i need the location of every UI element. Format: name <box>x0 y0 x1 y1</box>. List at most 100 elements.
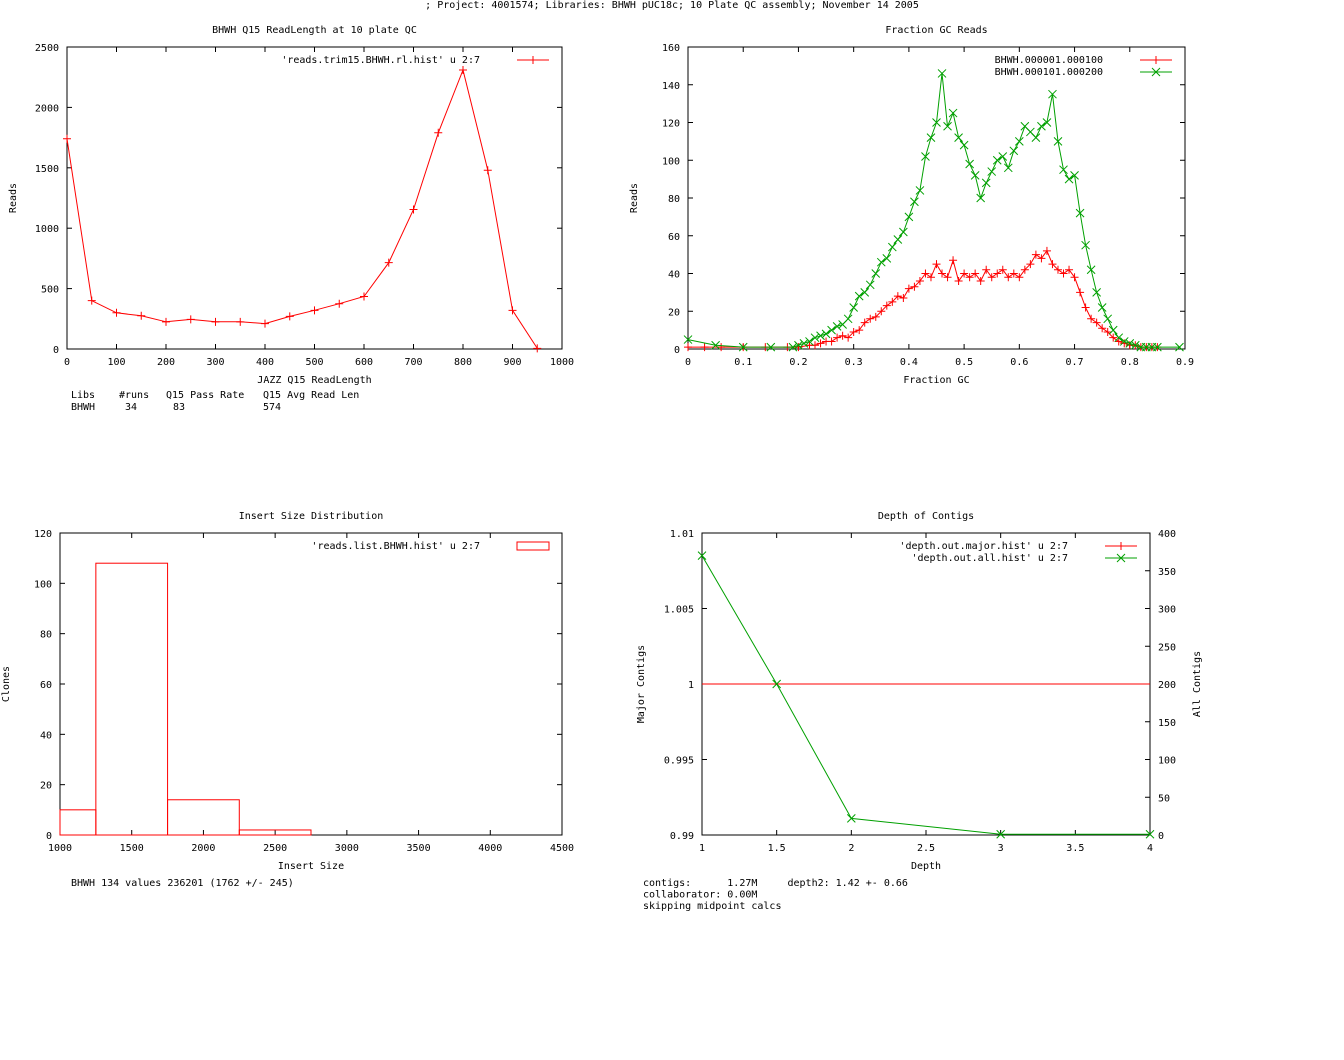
data-point <box>855 326 864 335</box>
data-point <box>1109 333 1118 342</box>
data-point <box>996 829 1006 839</box>
y2-tick-label: 200 <box>1158 680 1176 691</box>
data-point <box>827 337 836 346</box>
y-tick-label: 60 <box>668 232 680 243</box>
histogram-bar <box>167 799 240 836</box>
data-point <box>846 814 856 823</box>
data-point <box>904 284 913 293</box>
data-point <box>1015 273 1024 282</box>
data-point <box>882 254 892 263</box>
y-tick-label: 2000 <box>35 103 59 114</box>
data-point <box>849 303 859 312</box>
y-tick-label: 20 <box>40 781 52 792</box>
data-point <box>893 235 903 244</box>
y2-tick-label: 350 <box>1158 567 1176 578</box>
x-tick-label: 1.5 <box>768 843 786 854</box>
series-line <box>688 249 1158 348</box>
x-tick-label: 2500 <box>263 843 287 854</box>
legend-marker <box>1152 56 1160 64</box>
chart-1: BHWH Q15 ReadLength at 10 plate QC 0 100 20… <box>8 25 574 413</box>
data-point <box>915 277 924 286</box>
data-point <box>827 325 836 335</box>
y-axis-label: Reads <box>629 183 640 213</box>
legend-label: 'reads.list.BHWH.hist' u 2:7 <box>311 541 480 552</box>
legend-marker <box>529 56 537 64</box>
x-tick-label: 300 <box>206 357 224 368</box>
stats-annotation: BHWH 134 values 236201 (1762 +/- 245) <box>71 878 294 889</box>
data-point <box>738 342 748 352</box>
x-tick-label: 0.4 <box>900 357 918 368</box>
x-tick-label: 2.5 <box>917 843 935 854</box>
legend-label: 'depth.out.all.hist' u 2:7 <box>911 553 1068 564</box>
data-point <box>1153 342 1162 352</box>
y2-tick-label: 400 <box>1158 529 1176 540</box>
x-tick-label: 0.2 <box>789 357 807 368</box>
data-point <box>1004 273 1013 282</box>
x-tick-label: 900 <box>503 357 521 368</box>
chart-title: Insert Size Distribution <box>239 511 384 522</box>
y-tick-label: 100 <box>34 579 52 590</box>
x-tick-label: 0.3 <box>845 357 863 368</box>
data-point <box>1042 118 1052 127</box>
x-tick-label: 0.5 <box>955 357 973 368</box>
data-point <box>1076 288 1085 297</box>
data-point <box>508 306 517 315</box>
chart-title: BHWH Q15 ReadLength at 10 plate QC <box>212 25 417 36</box>
data-point <box>899 227 908 237</box>
data-point <box>211 317 220 326</box>
data-point <box>186 315 195 324</box>
legend-marker <box>1151 67 1161 77</box>
data-point <box>717 343 726 352</box>
y-tick-label: 0 <box>53 345 59 356</box>
data-point <box>871 269 881 278</box>
y-tick-label: 0 <box>46 831 52 842</box>
data-point <box>938 269 947 278</box>
data-point <box>971 269 980 278</box>
data-point <box>965 273 974 282</box>
data-point <box>970 170 980 180</box>
data-point <box>1037 254 1046 263</box>
data-point <box>865 280 875 290</box>
x-tick-label: 0 <box>685 357 691 368</box>
plot-frame <box>687 46 1186 350</box>
data-point <box>1098 324 1107 333</box>
data-point <box>700 343 709 352</box>
chart-title: Fraction GC Reads <box>885 25 987 36</box>
legend-label: BHWH.000101.000200 <box>995 67 1103 78</box>
x-tick-label: 3 <box>998 843 1004 854</box>
data-point <box>1092 288 1101 297</box>
stats-line: skipping midpoint calcs <box>643 901 781 912</box>
data-point <box>137 311 146 320</box>
data-point <box>805 337 814 346</box>
data-point <box>1086 265 1096 275</box>
data-point <box>926 273 935 282</box>
data-point <box>976 277 985 286</box>
data-point <box>937 69 947 78</box>
x-tick-label: 2 <box>848 843 854 854</box>
x-tick-label: 4500 <box>550 843 574 854</box>
data-point <box>1130 340 1140 350</box>
data-point <box>965 159 974 169</box>
y-tick-label: 500 <box>41 285 59 296</box>
data-point <box>1048 89 1057 99</box>
data-point <box>943 121 952 131</box>
chart-2: Fraction GC Reads 0 0.1 0.2 0.3 0.4 0.5 0.6 0.7 0… <box>629 25 1194 386</box>
data-point <box>1097 303 1107 312</box>
x-tick-label: 0.7 <box>1066 357 1084 368</box>
data-point <box>1108 325 1118 335</box>
data-point <box>1092 318 1101 327</box>
data-point <box>384 258 393 267</box>
data-point <box>816 339 825 348</box>
data-point <box>1145 829 1155 839</box>
x-tick-label: 3000 <box>335 843 359 854</box>
stats-header: #runs <box>119 390 149 401</box>
data-point <box>1042 246 1051 255</box>
y2-tick-label: 300 <box>1158 605 1176 616</box>
x-axis-label: Insert Size <box>278 861 344 872</box>
stats-header: Q15 Pass Rate <box>166 390 244 401</box>
data-point <box>915 186 925 195</box>
x-tick-label: 0.1 <box>734 357 752 368</box>
x-tick-label: 1000 <box>550 357 574 368</box>
data-point <box>987 167 997 176</box>
